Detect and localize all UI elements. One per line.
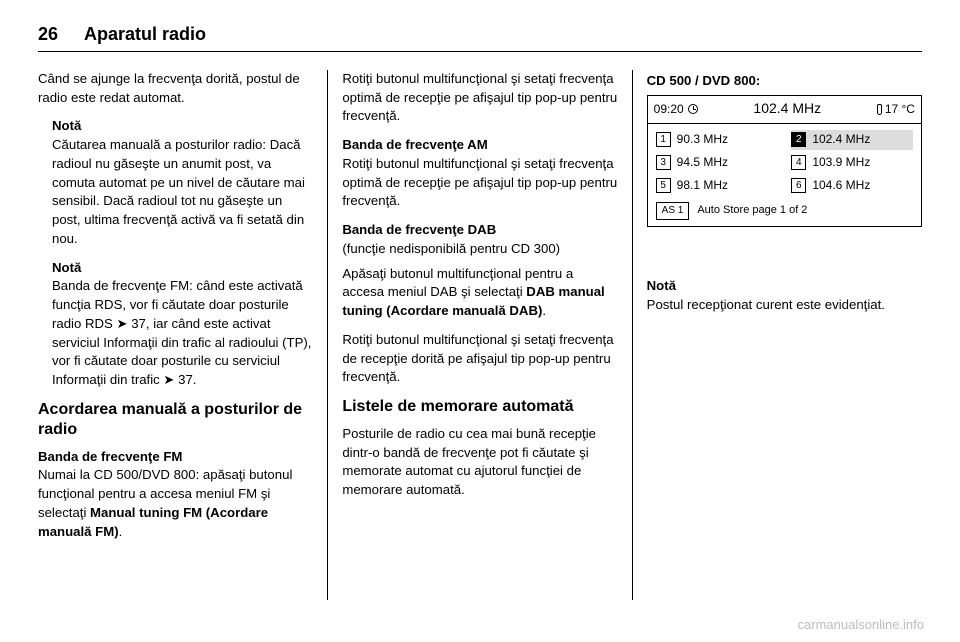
header-rule [38, 51, 922, 52]
cross-ref: ➤ 37 [117, 316, 146, 331]
fm-band-text: Numai la CD 500/DVD 800: apăsaţi butonul… [38, 466, 313, 541]
dab-band-subtitle: Banda de frecvenţe DAB [342, 221, 617, 240]
preset-frequency: 104.6 MHz [812, 177, 870, 194]
dab-text2: Rotiţi butonul multifuncţional şi setaţi… [342, 331, 617, 387]
preset-number: 5 [656, 178, 671, 193]
preset-frequency: 102.4 MHz [812, 131, 870, 148]
preset-frequency: 98.1 MHz [677, 177, 728, 194]
thermometer-icon [877, 104, 882, 115]
preset-4: 4 103.9 MHz [791, 153, 913, 173]
column-1: Când se ajunge la frecvenţa dorită, post… [38, 70, 327, 600]
radio-display-figure: 09:20 102.4 MHz 17 °C 1 90.3 MHz [647, 95, 922, 227]
page-number: 26 [38, 24, 58, 45]
manual-page: 26 Aparatul radio Când se ajunge la frec… [0, 0, 960, 642]
dab-band-subnote: (funcţie nedisponibilă pentru CD 300) [342, 240, 617, 259]
note-body: Banda de frecvenţe FM: când este activat… [52, 277, 313, 389]
note-title: Notă [647, 277, 922, 296]
col2-para-last: Posturile de radio cu cea mai bună recep… [342, 425, 617, 500]
preset-frequency: 103.9 MHz [812, 154, 870, 171]
col2-section-title: Listele de memorare automată [342, 397, 617, 417]
page-header: 26 Aparatul radio [38, 24, 922, 45]
preset-1: 1 90.3 MHz [656, 130, 778, 150]
fm-text-c: . [119, 524, 123, 539]
fm-band-subtitle: Banda de frecvenţe FM [38, 448, 313, 467]
preset-number: 3 [656, 155, 671, 170]
preset-number: 6 [791, 178, 806, 193]
am-band-text: Rotiţi butonul multifuncţional şi setaţi… [342, 155, 617, 211]
preset-6: 6 104.6 MHz [791, 176, 913, 196]
content-columns: Când se ajunge la frecvenţa dorită, post… [38, 70, 922, 600]
cross-ref: ➤ 37 [163, 372, 192, 387]
preset-number: 2 [791, 132, 806, 147]
note-body: Postul recepţionat curent este evidenţia… [647, 296, 922, 315]
watermark: carmanualsonline.info [798, 617, 924, 632]
radio-main-frequency: 102.4 MHz [753, 99, 821, 119]
preset-2: 2 102.4 MHz [791, 130, 913, 150]
dab-text1: Apăsaţi butonul multifuncţional pentru a… [342, 265, 617, 321]
col2-para1: Rotiţi butonul multifuncţional şi setaţi… [342, 70, 617, 126]
time-value: 09:20 [654, 101, 684, 118]
col1-note2: Notă Banda de frecvenţe FM: când este ac… [52, 259, 313, 390]
note2-text-c: . [193, 372, 197, 387]
autostore-box: AS 1 [656, 202, 690, 220]
dab-text1-c: . [542, 303, 546, 318]
preset-frequency: 90.3 MHz [677, 131, 728, 148]
col3-note: Notă Postul recepţionat curent este evid… [647, 277, 922, 314]
device-title: CD 500 / DVD 800: [647, 72, 922, 91]
preset-number: 1 [656, 132, 671, 147]
column-3: CD 500 / DVD 800: 09:20 102.4 MHz 17 °C [633, 70, 922, 600]
am-band-subtitle: Banda de frecvenţe AM [342, 136, 617, 155]
autostore-label: Auto Store page 1 of 2 [697, 203, 807, 219]
preset-number: 4 [791, 155, 806, 170]
clock-icon [688, 104, 698, 114]
col1-section-title: Acordarea manuală a posturilor de radio [38, 400, 313, 440]
page-title: Aparatul radio [84, 24, 206, 45]
radio-autostore-row: AS 1 Auto Store page 1 of 2 [648, 198, 921, 226]
column-2: Rotiţi butonul multifuncţional şi setaţi… [328, 70, 631, 600]
radio-temperature: 17 °C [877, 101, 915, 118]
col1-para1: Când se ajunge la frecvenţa dorită, post… [38, 70, 313, 107]
temp-value: 17 °C [885, 101, 915, 118]
note-title: Notă [52, 259, 313, 278]
preset-frequency: 94.5 MHz [677, 154, 728, 171]
preset-5: 5 98.1 MHz [656, 176, 778, 196]
note-body: Căutarea manuală a posturilor radio: Dac… [52, 136, 313, 248]
radio-preset-grid: 1 90.3 MHz 2 102.4 MHz 3 94.5 MHz 4 103.… [648, 124, 921, 198]
radio-time: 09:20 [654, 101, 698, 118]
radio-status-bar: 09:20 102.4 MHz 17 °C [648, 96, 921, 124]
preset-3: 3 94.5 MHz [656, 153, 778, 173]
col1-note1: Notă Căutarea manuală a posturilor radio… [52, 117, 313, 248]
note-title: Notă [52, 117, 313, 136]
